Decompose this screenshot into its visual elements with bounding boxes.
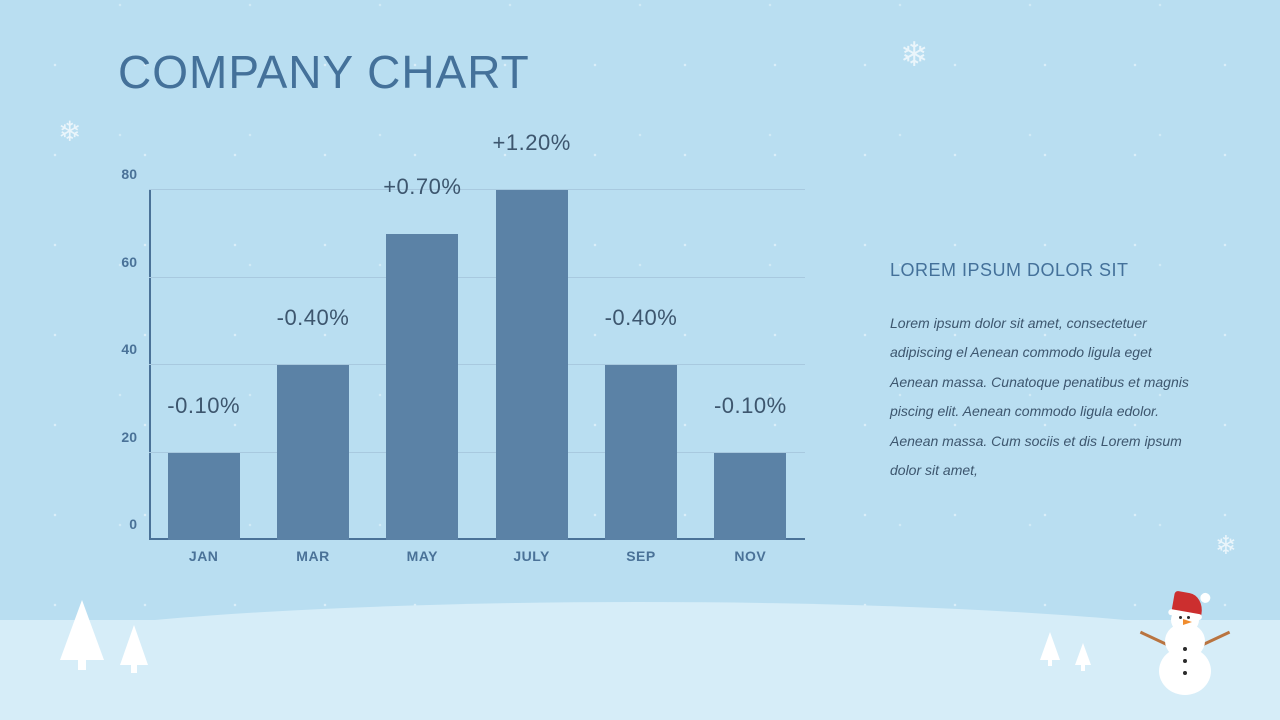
bar-value-label: -0.40% [586,305,695,331]
x-tick-label: MAR [258,548,367,564]
bar [496,190,568,540]
y-tick-label: 80 [109,166,137,182]
tree-icon [1040,632,1060,660]
bars-container: -0.10%-0.40%+0.70%+1.20%-0.40%-0.10% [149,190,805,540]
bar [714,453,786,541]
y-tick-label: 40 [109,341,137,357]
bar-slot: -0.40% [258,190,367,540]
bar-value-label: -0.10% [696,393,805,419]
bar [277,365,349,540]
bar-value-label: -0.40% [258,305,367,331]
y-tick-label: 20 [109,429,137,445]
side-heading: LOREM IPSUM DOLOR SIT [890,260,1190,281]
x-tick-label: JULY [477,548,586,564]
x-tick-label: SEP [586,548,695,564]
bar-value-label: +1.20% [477,130,586,156]
slide: ❄ ❄ ❄ COMPANY CHART 0 20 40 60 80 -0.10% -0.4… [0,0,1280,720]
x-tick-label: JAN [149,548,258,564]
x-tick-label: NOV [696,548,805,564]
bar-slot: +1.20% [477,190,586,540]
y-tick-label: 0 [109,516,137,532]
snowflake-icon: ❄ [58,115,81,148]
tree-icon [60,600,104,660]
bar [168,453,240,541]
bar-slot: -0.10% [149,190,258,540]
side-panel: LOREM IPSUM DOLOR SIT Lorem ipsum dolor … [890,260,1190,485]
bar-slot: -0.10% [696,190,805,540]
tree-icon [120,625,148,665]
bar [386,234,458,540]
x-axis-labels: JANMARMAYJULYSEPNOV [149,548,805,564]
bar-value-label: +0.70% [368,174,477,200]
tree-icon [1075,643,1091,665]
x-tick-label: MAY [368,548,477,564]
page-title: COMPANY CHART [118,45,530,99]
bar-slot: +0.70% [368,190,477,540]
ground [0,620,1280,720]
snowman-icon [1145,585,1225,695]
bar-value-label: -0.10% [149,393,258,419]
bar-slot: -0.40% [586,190,695,540]
bar-chart: 020406080 -0.10%-0.40%+0.70%+1.20%-0.40%… [115,190,805,540]
snowflake-icon: ❄ [900,35,929,75]
side-body: Lorem ipsum dolor sit amet, consectetuer… [890,309,1190,485]
y-tick-label: 60 [109,254,137,270]
bar [605,365,677,540]
snowflake-icon: ❄ [1215,530,1237,561]
